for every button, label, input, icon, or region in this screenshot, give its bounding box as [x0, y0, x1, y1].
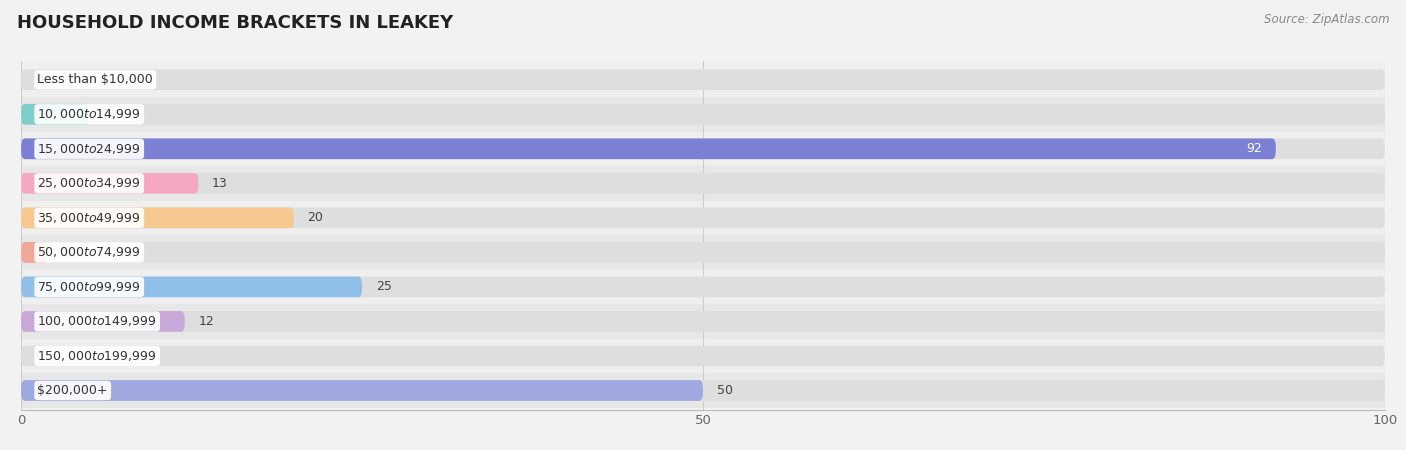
Text: Less than $10,000: Less than $10,000	[38, 73, 153, 86]
Text: $100,000 to $149,999: $100,000 to $149,999	[38, 315, 157, 328]
Bar	[21, 235, 1385, 270]
FancyBboxPatch shape	[21, 242, 48, 263]
FancyBboxPatch shape	[21, 173, 198, 194]
FancyBboxPatch shape	[21, 104, 1385, 125]
Text: 13: 13	[212, 177, 228, 190]
Text: $75,000 to $99,999: $75,000 to $99,999	[38, 280, 141, 294]
FancyBboxPatch shape	[21, 311, 1385, 332]
FancyBboxPatch shape	[21, 139, 1275, 159]
Text: $200,000+: $200,000+	[38, 384, 108, 397]
FancyBboxPatch shape	[21, 380, 703, 401]
Text: 92: 92	[1246, 142, 1263, 155]
Text: $15,000 to $24,999: $15,000 to $24,999	[38, 142, 141, 156]
FancyBboxPatch shape	[21, 311, 184, 332]
FancyBboxPatch shape	[21, 69, 1385, 90]
Text: 20: 20	[308, 212, 323, 225]
Text: 0: 0	[35, 73, 42, 86]
FancyBboxPatch shape	[21, 207, 294, 228]
Text: $10,000 to $14,999: $10,000 to $14,999	[38, 107, 141, 121]
FancyBboxPatch shape	[21, 242, 1385, 263]
Text: 0: 0	[35, 350, 42, 363]
Text: 2: 2	[62, 246, 70, 259]
FancyBboxPatch shape	[21, 277, 1385, 297]
FancyBboxPatch shape	[21, 346, 1385, 366]
FancyBboxPatch shape	[21, 173, 1385, 194]
Text: Source: ZipAtlas.com: Source: ZipAtlas.com	[1264, 14, 1389, 27]
FancyBboxPatch shape	[21, 104, 90, 125]
Text: $35,000 to $49,999: $35,000 to $49,999	[38, 211, 141, 225]
FancyBboxPatch shape	[21, 139, 1385, 159]
FancyBboxPatch shape	[21, 277, 363, 297]
FancyBboxPatch shape	[21, 380, 1385, 401]
Bar	[21, 270, 1385, 304]
Text: $150,000 to $199,999: $150,000 to $199,999	[38, 349, 157, 363]
Bar	[21, 166, 1385, 201]
FancyBboxPatch shape	[21, 207, 1385, 228]
Text: 12: 12	[198, 315, 214, 328]
Text: 50: 50	[717, 384, 733, 397]
Bar	[21, 63, 1385, 97]
Text: $25,000 to $34,999: $25,000 to $34,999	[38, 176, 141, 190]
Bar	[21, 373, 1385, 408]
Text: 25: 25	[375, 280, 391, 293]
Text: 5: 5	[103, 108, 111, 121]
Text: HOUSEHOLD INCOME BRACKETS IN LEAKEY: HOUSEHOLD INCOME BRACKETS IN LEAKEY	[17, 14, 453, 32]
Bar	[21, 131, 1385, 166]
Bar	[21, 304, 1385, 339]
Bar	[21, 97, 1385, 131]
Bar	[21, 339, 1385, 373]
Bar	[21, 201, 1385, 235]
Text: $50,000 to $74,999: $50,000 to $74,999	[38, 245, 141, 259]
